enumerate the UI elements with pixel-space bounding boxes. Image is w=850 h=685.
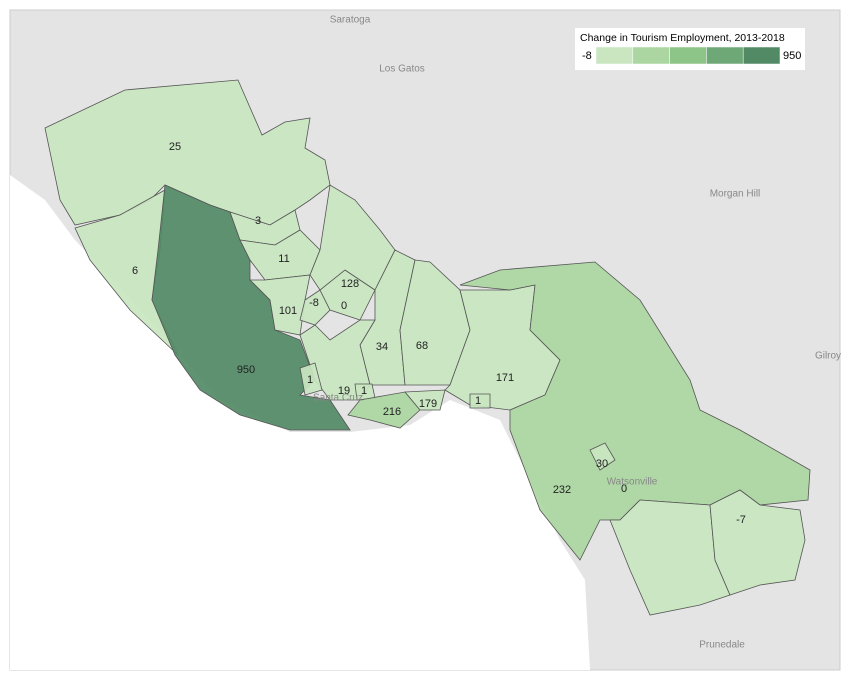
region	[709, 489, 806, 596]
region-label: 216	[383, 406, 401, 418]
region	[469, 393, 491, 409]
place-label: Prunedale	[699, 640, 745, 651]
region-label: 11	[278, 253, 289, 265]
region	[299, 289, 331, 326]
legend-swatch	[742, 46, 781, 65]
legend-swatch	[632, 46, 670, 65]
place-label: Watsonville	[607, 477, 658, 488]
region-label: 0	[341, 300, 347, 312]
legend-swatch	[595, 46, 634, 65]
place-label: Saratoga	[330, 15, 371, 26]
region-label: 6	[132, 265, 138, 277]
region-label: 101	[279, 305, 297, 317]
region-label: 1	[475, 395, 481, 407]
region-label: 30	[596, 458, 608, 470]
region-label: 232	[553, 484, 571, 496]
region	[299, 362, 323, 396]
region-label: 179	[419, 398, 437, 410]
ocean	[10, 175, 590, 670]
region-label: -8	[309, 297, 319, 309]
region-label: 950	[237, 364, 255, 376]
region-label: 68	[416, 340, 428, 352]
place-label: Gilroy	[815, 351, 841, 362]
region-label: 1	[307, 374, 313, 386]
place-label: Los Gatos	[379, 64, 425, 75]
place-label: Morgan Hill	[710, 189, 761, 200]
region-label: 34	[376, 341, 388, 353]
legend: Change in Tourism Employment, 2013-2018 …	[575, 28, 805, 70]
region-label: 19	[338, 385, 350, 397]
region-label: 0	[621, 483, 627, 495]
region	[589, 442, 616, 471]
legend-min: -8	[582, 50, 592, 62]
region-labels: 25 6 950 3 11 101 -8 0 128 34 68 19 1 1 …	[132, 141, 746, 526]
region	[404, 389, 446, 411]
region-label: 3	[255, 215, 261, 227]
region	[309, 184, 396, 291]
region-label: 128	[341, 278, 359, 290]
legend-swatch	[669, 46, 707, 65]
legend-swatch	[706, 46, 744, 65]
legend-title: Change in Tourism Employment, 2013-2018	[580, 32, 785, 44]
place-labels: Saratoga Los Gatos Morgan Hill Watsonvil…	[313, 15, 841, 651]
legend-max: 950	[783, 50, 801, 62]
region-label: 1	[361, 385, 367, 397]
regions	[44, 79, 811, 616]
region-label: 25	[169, 141, 181, 153]
region-label: -7	[736, 514, 746, 526]
region-label: 171	[496, 372, 514, 384]
place-label: Santa Cruz	[313, 393, 363, 404]
